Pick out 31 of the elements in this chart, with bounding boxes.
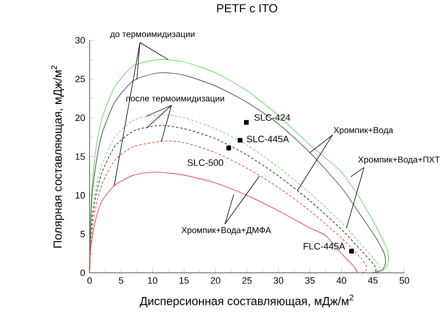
y-tick-label: 10 [76,192,85,199]
y-tick-label: 15 [76,154,85,160]
x-tick-label: 20 [210,277,220,284]
x-tick-label: 0 [87,277,92,284]
y-axis-title: Полярная составляющая, мДж/м$^{2}$ [51,66,64,248]
x-tick-label: 15 [180,277,189,284]
chart-title: PETF с ITO [217,4,278,13]
x-tick-label: 50 [400,277,410,284]
y-tick-label: 30 [75,37,85,44]
legend-label: SLC-445A [246,136,290,143]
x-tick-label: 35 [305,277,315,284]
x-tick-label: 5 [118,277,124,284]
y-tick-label: 25 [75,76,85,82]
annotation: Хромпик+Вода+ПХТ [358,156,440,165]
x-tick-label: 10 [148,277,158,284]
point [226,146,232,151]
y-tick-label: 5 [80,231,85,238]
x-tick-label: 30 [274,277,284,284]
annotation: до термоимидизации [110,32,194,40]
series-label: SLC-500 [188,160,224,166]
y-tick-label: 0 [80,270,85,276]
x-tick-label: 25 [242,277,252,284]
x-tick-label: 45 [368,277,378,284]
annotation: Хромпик+Вода+ДМФА [182,227,272,236]
x-axis-title: Дисперсионная составляющая, мДж/м$^{2}$ [140,294,354,308]
point [238,138,242,143]
point [244,120,249,125]
annotation: Хромпик+Вода [334,127,394,136]
x-tick-label: 40 [336,277,346,284]
y-tick-label: 20 [75,114,85,122]
point [349,249,354,254]
